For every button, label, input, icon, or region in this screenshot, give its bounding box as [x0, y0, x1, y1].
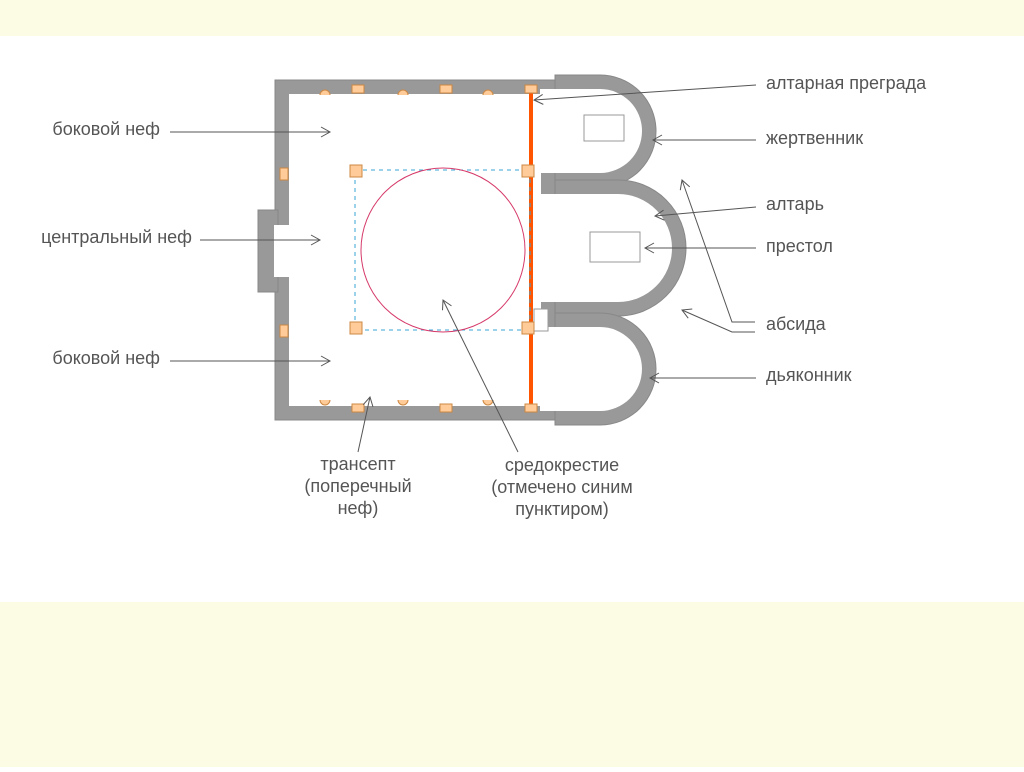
- label-bokovoy2: боковой неф: [52, 348, 160, 368]
- label-transept-1: (поперечный: [304, 476, 411, 496]
- bg-band-0: [0, 0, 1024, 36]
- pilaster: [350, 322, 362, 334]
- pilaster: [280, 168, 288, 180]
- pilaster: [352, 85, 364, 93]
- pilaster: [280, 325, 288, 337]
- bg-band-1: [0, 602, 1024, 767]
- label-altar: алтарь: [766, 194, 824, 214]
- pilaster: [525, 85, 537, 93]
- prestol-rect: [590, 232, 640, 262]
- label-zhertvennik: жертвенник: [766, 128, 863, 148]
- pilaster: [350, 165, 362, 177]
- pilaster: [352, 404, 364, 412]
- label-dyakonnik: дьяконник: [766, 365, 852, 385]
- label-central: центральный неф: [41, 227, 192, 247]
- label-prestol: престол: [766, 236, 833, 256]
- apse-inner-2: [553, 327, 642, 411]
- label-sredokrestie-1: (отмечено синим: [491, 477, 632, 497]
- pilaster: [525, 404, 537, 412]
- church-plan-svg: боковой неф центральный неф боковой неф алт…: [0, 0, 1024, 767]
- diagram-page: боковой неф центральный неф боковой неф алт…: [0, 0, 1024, 767]
- label-absida: абсида: [766, 314, 827, 334]
- label-sredokrestie-0: средокрестие: [505, 455, 619, 475]
- pilaster: [440, 85, 452, 93]
- pilaster: [522, 322, 534, 334]
- zhertvennik-rect: [584, 115, 624, 141]
- label-sredokrestie-2: пунктиром): [515, 499, 608, 519]
- pilaster: [522, 165, 534, 177]
- small-rect: [534, 309, 548, 331]
- label-bokovoy1: боковой неф: [52, 119, 160, 139]
- pilaster: [440, 404, 452, 412]
- label-transept-0: трансепт: [320, 454, 395, 474]
- label-altarnaya: алтарная преграда: [766, 73, 927, 93]
- label-transept-2: неф): [338, 498, 379, 518]
